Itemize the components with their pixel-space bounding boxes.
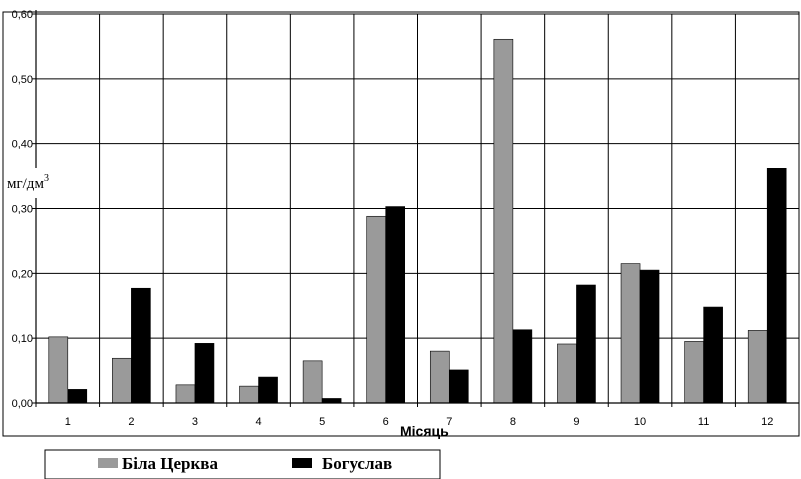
bar-bila-tserkva-month-7 [429,350,450,404]
y-axis-label-superscript: 3 [44,173,49,184]
y-tick-label: 0,40 [12,139,33,151]
x-tick-label: 2 [128,416,134,428]
bar-bila-tserkva-month-11 [684,341,704,404]
bar-bila-tserkva-month-10 [620,263,641,404]
legend-label-bohuslav: Богуслав [322,454,392,473]
bar-bila-tserkva-month-3 [175,384,196,404]
y-axis-label: мг/дм3 [7,173,49,192]
y-tick-label: 0,50 [12,74,33,86]
x-tick-label: 10 [634,416,646,428]
x-tick-label: 4 [255,416,261,428]
y-tick-label: 0,30 [12,204,33,216]
bar-bila-tserkva-month-6 [366,215,387,404]
bar-bohuslav-month-2 [131,287,151,404]
bar-bohuslav-month-3 [194,343,215,404]
x-tick-label: 1 [65,416,71,428]
x-tick-label: 3 [192,416,198,428]
x-tick-label: 11 [698,416,709,428]
bar-bila-tserkva-month-9 [557,343,577,404]
bars [48,38,787,404]
x-tick-labels: 1 2 3 4 5 6 7 8 9 10 11 12 [65,416,774,428]
x-tick-label: 8 [510,416,516,428]
y-tick-label: 0,10 [12,333,33,345]
y-tick-labels: 0,00 0,10 0,20 0,30 0,40 0,50 0,60 [12,9,33,410]
y-axis-label-background [4,168,76,198]
bar-bila-tserkva-month-2 [112,357,132,404]
bar-bohuslav-month-6 [385,206,406,404]
x-axis-label: Місяць [400,423,449,439]
grid [35,13,800,404]
y-tick-label: 0,60 [12,9,33,21]
x-tick-label: 9 [573,416,579,428]
bar-bohuslav-month-11 [703,306,723,404]
bar-bila-tserkva-month-8 [493,38,514,404]
y-tick-label: 0,20 [12,268,33,280]
bar-bohuslav-month-12 [766,168,787,404]
bar-bohuslav-month-4 [258,376,278,404]
bar-bohuslav-month-9 [576,284,596,404]
bar-bila-tserkva-month-5 [302,360,323,404]
legend-swatch-bila-tserkva [98,458,118,468]
legend-label-bila-tserkva: Біла Церква [122,454,218,473]
bar-bila-tserkva-month-1 [48,336,69,404]
x-tick-label: 12 [761,416,773,428]
axes [32,10,800,407]
x-tick-label: 5 [319,416,325,428]
y-tick-label: 0,00 [12,398,33,410]
legend: Біла Церква Богуслав [44,449,441,479]
bar-bohuslav-month-8 [512,329,533,404]
x-tick-label: 7 [446,416,452,428]
bar-bila-tserkva-month-4 [239,385,259,404]
bar-bohuslav-month-5 [321,398,342,404]
y-axis-label-text: мг/дм [7,176,44,192]
bar-bohuslav-month-7 [448,369,469,404]
bar-bohuslav-month-1 [67,389,88,404]
bar-bila-tserkva-month-12 [747,330,768,404]
legend-swatch-bohuslav [292,458,312,468]
x-tick-label: 6 [383,416,389,428]
bar-bohuslav-month-10 [639,269,660,404]
